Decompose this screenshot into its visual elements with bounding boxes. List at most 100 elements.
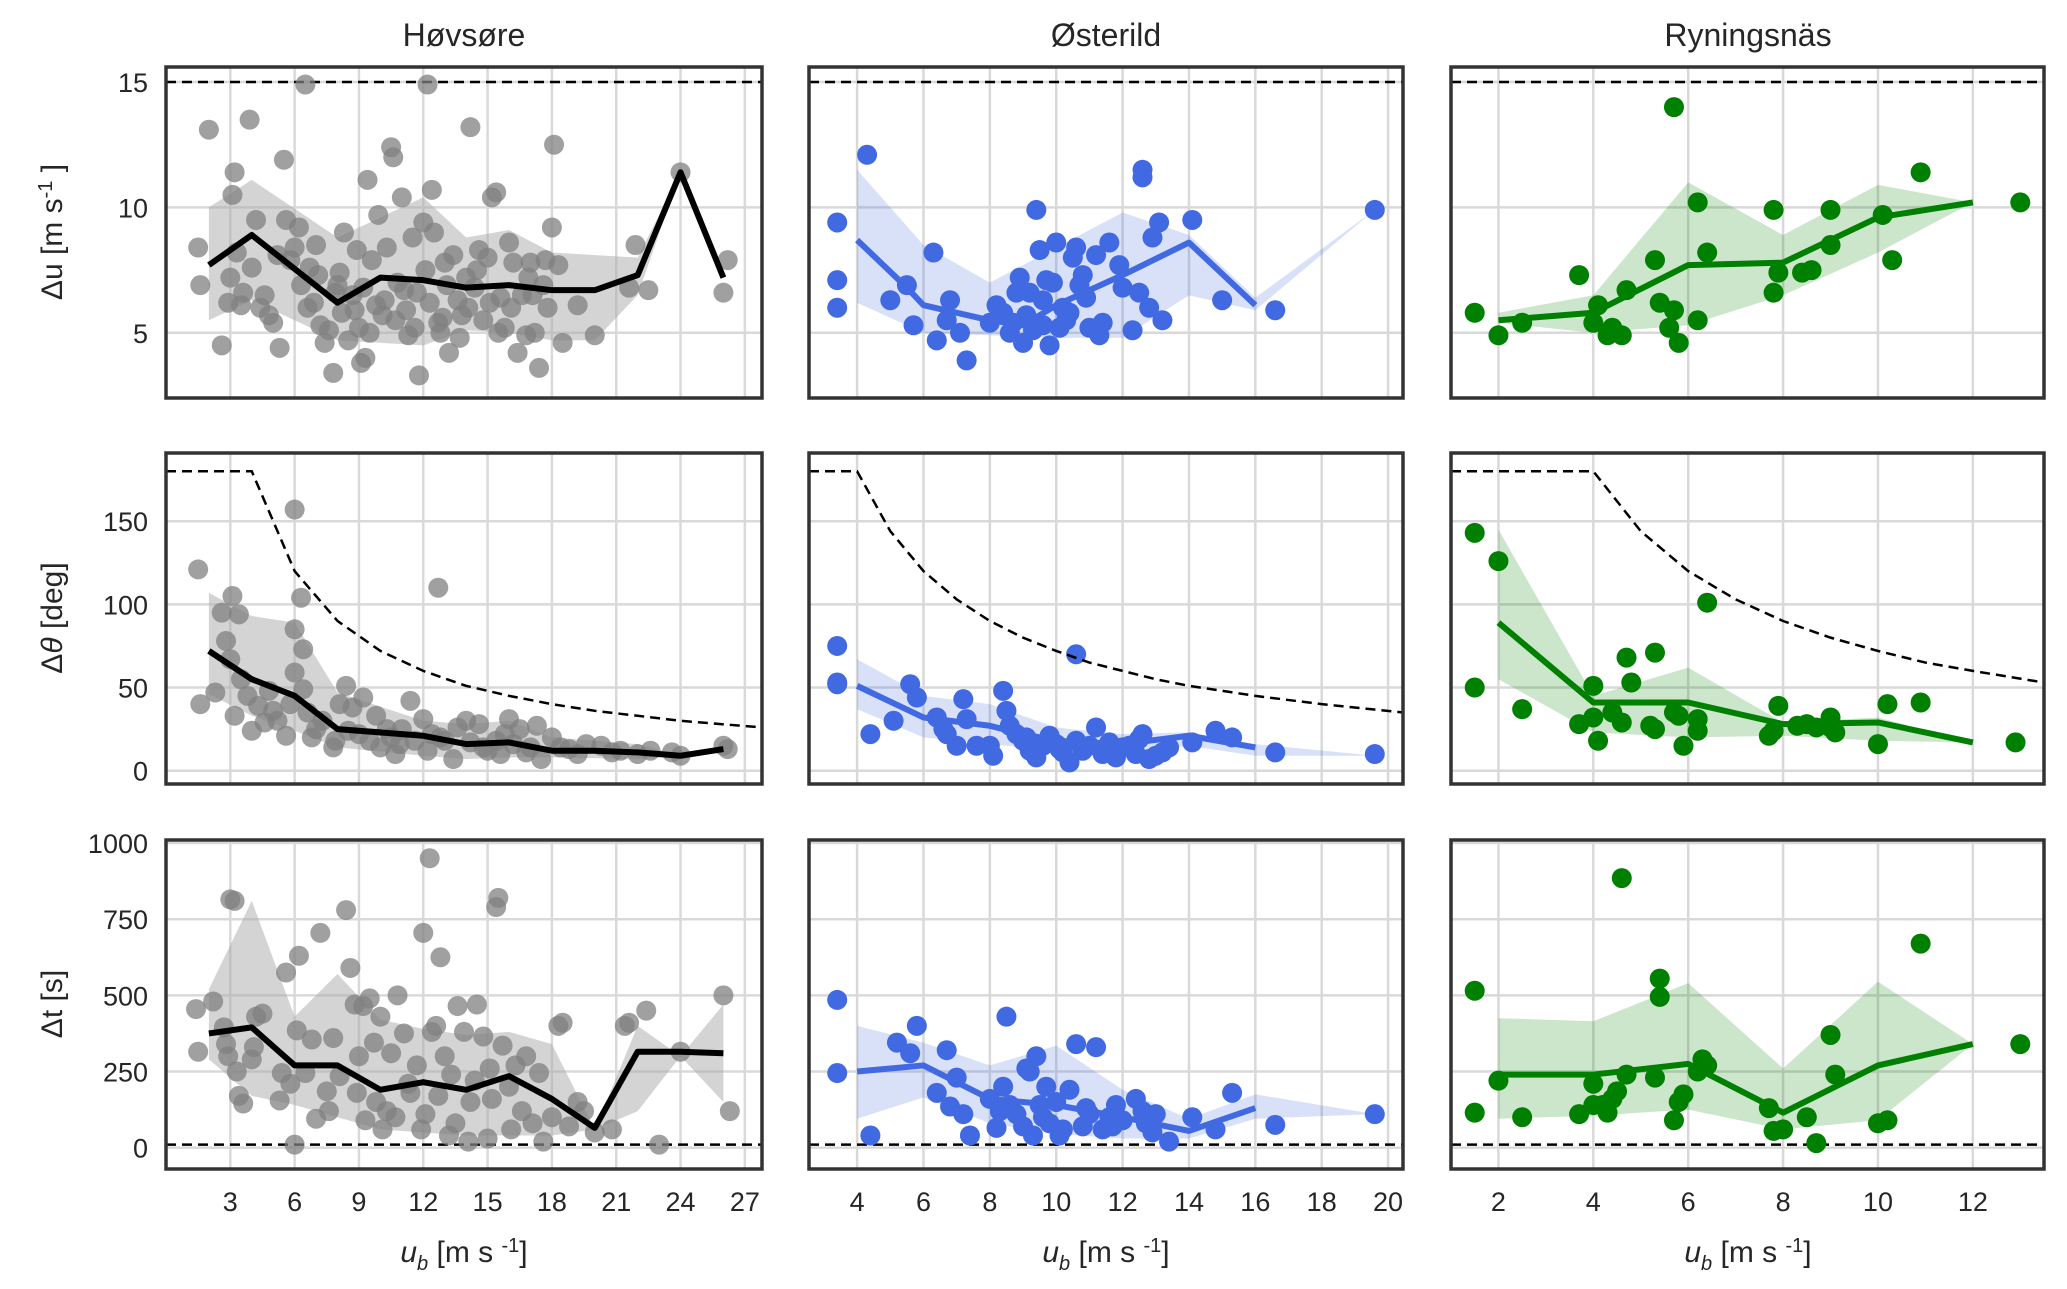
data-point xyxy=(1668,332,1689,353)
panel-hovsore-dt: 0 250 500 750 1000 3 6 9 12 15 18 21 24 27 xyxy=(88,829,764,1217)
data-point xyxy=(953,1104,974,1125)
plot-background xyxy=(1451,453,2044,784)
data-point xyxy=(419,848,440,869)
x-tick-label: 18 xyxy=(1307,1187,1337,1217)
data-point xyxy=(522,1113,543,1134)
data-point xyxy=(297,297,318,318)
data-point xyxy=(1763,199,1784,220)
data-point xyxy=(886,1032,907,1053)
data-point xyxy=(2005,732,2026,753)
data-point xyxy=(1488,551,1509,572)
data-point xyxy=(211,602,232,623)
axes-frame xyxy=(807,65,1405,400)
data-point xyxy=(411,1119,432,1140)
y-tick-label: 500 xyxy=(103,981,148,1011)
data-point xyxy=(488,887,509,908)
data-point xyxy=(1092,312,1113,333)
data-point xyxy=(248,695,269,716)
data-point xyxy=(1910,933,1931,954)
y-tick-label: 1000 xyxy=(88,829,148,859)
data-point xyxy=(717,739,738,760)
x-tick-label: 6 xyxy=(1681,1187,1696,1217)
data-point xyxy=(601,1119,622,1140)
data-point xyxy=(346,1082,367,1103)
x-tick-label: 10 xyxy=(1041,1187,1071,1217)
data-point xyxy=(1205,720,1226,741)
data-point xyxy=(2010,192,2031,213)
data-point xyxy=(203,991,224,1012)
data-point xyxy=(276,962,297,983)
data-point xyxy=(1649,986,1670,1007)
data-point xyxy=(541,217,562,238)
data-point xyxy=(329,262,350,283)
data-point xyxy=(1142,227,1163,248)
data-point xyxy=(428,577,449,598)
mean-line xyxy=(855,237,1258,329)
y-tick-label: 100 xyxy=(103,590,148,620)
data-point xyxy=(1139,297,1160,318)
data-point xyxy=(1102,1116,1123,1137)
data-point xyxy=(443,749,464,770)
data-point xyxy=(1882,250,1903,271)
x-tick-label: 6 xyxy=(916,1187,931,1217)
data-point xyxy=(216,630,237,651)
data-point xyxy=(1621,672,1642,693)
data-point xyxy=(224,890,245,911)
data-point xyxy=(1673,735,1694,756)
data-point xyxy=(926,1082,947,1103)
data-point xyxy=(827,635,848,656)
data-point xyxy=(479,1058,500,1079)
data-point xyxy=(188,237,209,258)
data-point xyxy=(1644,719,1665,740)
data-point xyxy=(454,1021,474,1042)
data-point xyxy=(363,1032,384,1053)
data-point xyxy=(323,1028,344,1049)
data-point xyxy=(466,260,487,281)
data-point xyxy=(288,217,309,238)
x-tick-label: 9 xyxy=(351,1187,366,1217)
data-point xyxy=(441,1064,462,1085)
data-point xyxy=(1649,968,1670,989)
data-point xyxy=(220,267,241,288)
axes-frame xyxy=(164,65,764,400)
data-point xyxy=(989,1101,1010,1122)
data-point xyxy=(619,1012,640,1033)
data-point xyxy=(1512,1107,1533,1128)
plot-content xyxy=(166,848,762,1155)
data-point xyxy=(1611,712,1632,733)
data-point xyxy=(406,1055,427,1076)
data-point xyxy=(1464,302,1485,323)
mean-line xyxy=(208,1024,724,1131)
data-point xyxy=(254,285,275,306)
data-point xyxy=(1086,245,1107,266)
data-point xyxy=(1182,1107,1203,1128)
data-point xyxy=(1364,744,1385,765)
data-point xyxy=(1877,694,1898,715)
data-point xyxy=(460,1091,481,1112)
mean-line xyxy=(856,1062,1257,1134)
column-title-ryningsnas: Ryningsnäs xyxy=(1664,17,1831,53)
data-point xyxy=(1039,335,1060,356)
data-point xyxy=(1583,1073,1604,1094)
data-point xyxy=(983,745,1004,766)
mean-line xyxy=(207,648,724,759)
data-point xyxy=(458,297,479,318)
panel-hovsore-dtheta: 0 50 100 150 xyxy=(103,451,764,787)
x-tick-label: 12 xyxy=(1958,1187,1988,1217)
data-point xyxy=(649,1134,670,1155)
data-point xyxy=(355,1110,376,1131)
data-point xyxy=(1112,277,1133,298)
data-point xyxy=(552,1012,573,1033)
data-point xyxy=(355,347,376,368)
data-point xyxy=(857,144,878,165)
data-point xyxy=(188,559,209,580)
data-point xyxy=(481,1088,502,1109)
plot-content xyxy=(809,989,1403,1152)
data-point xyxy=(1910,162,1931,183)
data-point xyxy=(1820,199,1841,220)
data-point xyxy=(1059,302,1080,323)
y-tick-label: 750 xyxy=(103,905,148,935)
mean-line xyxy=(1496,620,1974,746)
data-point xyxy=(473,1026,494,1047)
xlabel-osterild: ub [m s -1] xyxy=(1042,1235,1169,1275)
